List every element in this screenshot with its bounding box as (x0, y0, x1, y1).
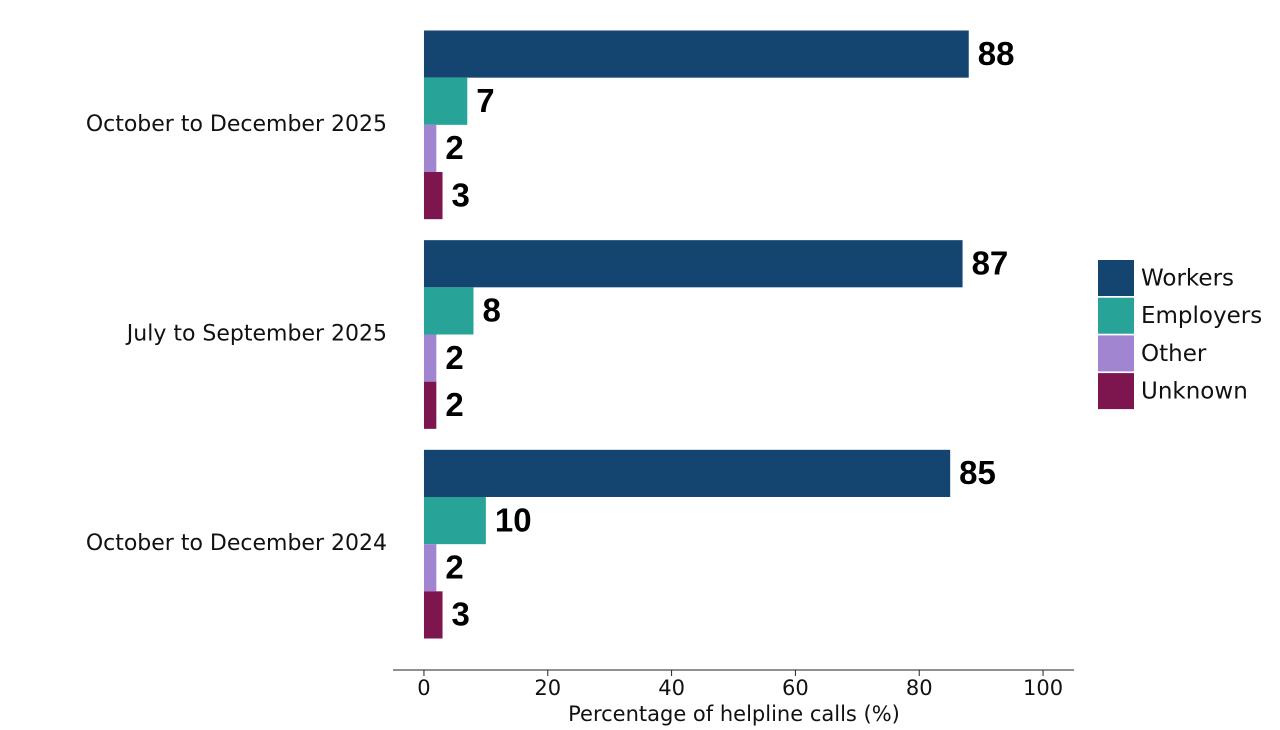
bar (423, 544, 437, 592)
bar (423, 449, 951, 497)
bar (423, 496, 486, 545)
y-tick-label: October to December 2025 (86, 112, 387, 137)
y-tick-label: October to December 2024 (86, 531, 387, 556)
x-tick-label: 0 (417, 676, 430, 700)
x-axis-title: Percentage of helpline calls (%) (568, 702, 900, 726)
x-tick-label: 80 (906, 676, 933, 700)
legend-label: Employers (1141, 303, 1262, 329)
bar (423, 287, 474, 335)
y-tick-label: July to September 2025 (125, 322, 387, 347)
value-label: 2 (445, 548, 463, 585)
value-label: 8 (482, 292, 500, 329)
bar (423, 77, 468, 125)
value-label: 87 (972, 244, 1009, 281)
bar (423, 124, 437, 173)
value-label: 7 (476, 82, 494, 119)
legend-swatch (1098, 297, 1134, 334)
bar (423, 172, 443, 220)
legend-swatch (1098, 260, 1134, 296)
legend-label: Workers (1141, 266, 1234, 292)
value-label: 3 (452, 176, 470, 213)
x-tick-label: 100 (1023, 676, 1063, 700)
legend-swatch (1098, 335, 1134, 372)
bar (423, 591, 443, 639)
value-label: 10 (495, 501, 532, 538)
value-label: 85 (959, 454, 996, 491)
value-label: 88 (978, 35, 1015, 72)
legend-label: Other (1141, 341, 1207, 367)
value-label: 3 (452, 596, 470, 633)
x-tick-label: 60 (782, 676, 809, 700)
bar (423, 381, 437, 429)
value-label: 2 (445, 129, 463, 166)
value-label: 2 (445, 386, 463, 423)
bar (423, 334, 437, 382)
x-tick-label: 20 (534, 676, 561, 700)
bar (423, 30, 969, 78)
legend-swatch (1098, 373, 1134, 410)
legend-label: Unknown (1141, 379, 1248, 405)
value-label: 2 (445, 339, 463, 376)
bar (423, 240, 963, 288)
x-tick-label: 40 (658, 676, 685, 700)
